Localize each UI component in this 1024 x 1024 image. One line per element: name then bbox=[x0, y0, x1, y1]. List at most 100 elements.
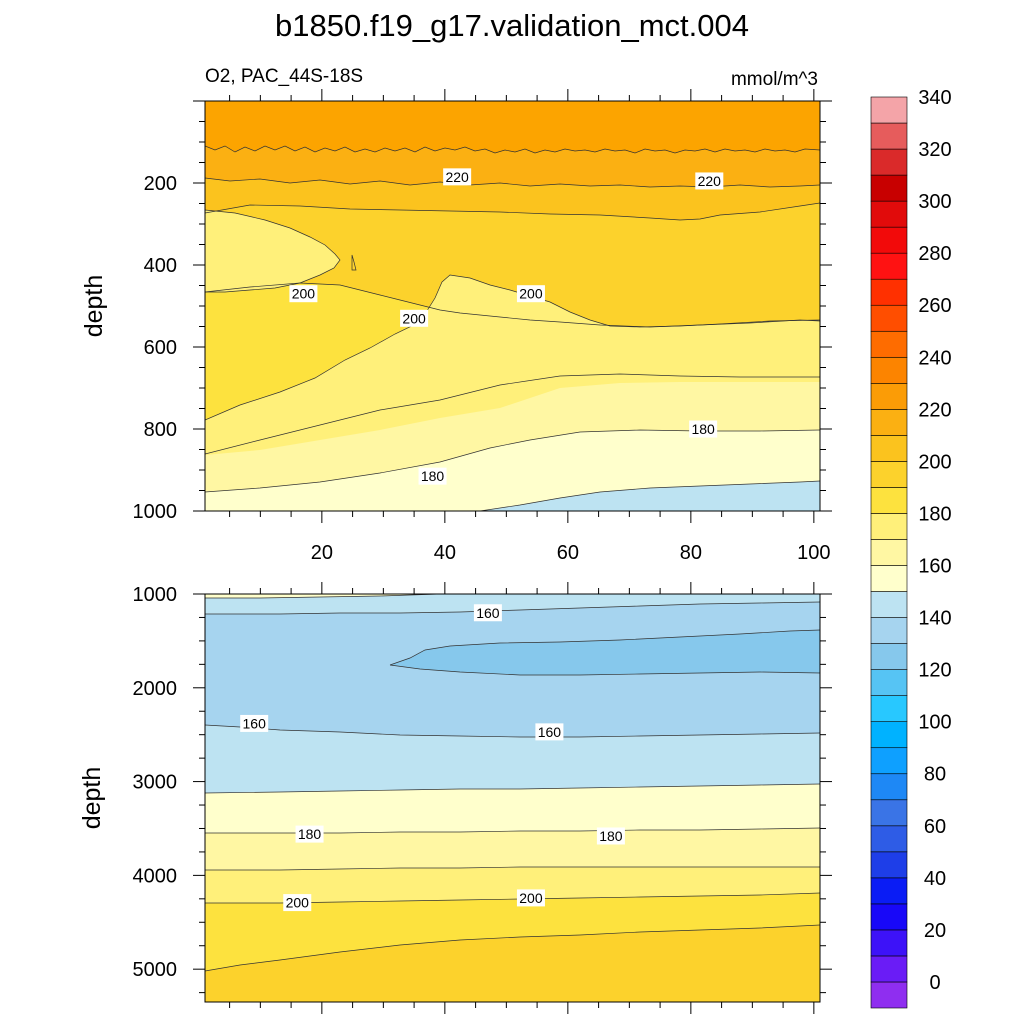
colorbar-swatch bbox=[870, 539, 908, 566]
bottom-y-tick-label: 2000 bbox=[133, 678, 178, 700]
top-band-160 bbox=[480, 481, 820, 511]
top-pocket-190 bbox=[205, 210, 340, 292]
top-x-tick-label: 60 bbox=[557, 542, 579, 564]
contour-label-box bbox=[283, 894, 312, 912]
contour-label-box bbox=[295, 825, 324, 843]
colorbar-swatch bbox=[870, 200, 908, 228]
contour-label: 180 bbox=[599, 828, 623, 844]
top-panel-fills bbox=[205, 101, 820, 511]
colorbar-label: 60 bbox=[924, 816, 946, 838]
contour-label: 200 bbox=[286, 895, 310, 911]
colorbar-swatch bbox=[870, 513, 908, 540]
colorbar-label: 200 bbox=[918, 451, 951, 473]
colorbar: 0 20 40 60 80 100 120 140 160 180 200 220 240 260 280 3… bbox=[870, 87, 952, 1009]
colorbar-swatch bbox=[870, 981, 908, 1009]
top-y-tick-label: 400 bbox=[144, 255, 177, 277]
contour-label: 200 bbox=[519, 286, 543, 302]
top-y-tick-label: 600 bbox=[144, 337, 177, 359]
colorbar-label: 180 bbox=[918, 503, 951, 525]
colorbar-label: 260 bbox=[918, 295, 951, 317]
colorbar-swatch bbox=[870, 304, 908, 332]
colorbar-swatch bbox=[870, 617, 908, 644]
colorbar-swatch bbox=[870, 96, 908, 124]
colorbar-swatch bbox=[870, 565, 908, 592]
colorbar-swatch bbox=[870, 903, 908, 931]
contour-label: 180 bbox=[421, 468, 445, 484]
colorbar-label: 40 bbox=[924, 868, 946, 890]
colorbar-label: 20 bbox=[924, 920, 946, 942]
colorbar-swatch bbox=[870, 461, 908, 488]
contour-label: 160 bbox=[476, 605, 500, 621]
colorbar-swatch bbox=[870, 643, 908, 670]
bottom-y-tick-labels: 1000 2000 3000 4000 5000 bbox=[133, 584, 178, 981]
contour-label-box bbox=[289, 285, 318, 303]
top-panel: 220 220 200 200 200 180 180 200 400 600 800 1000 2… bbox=[80, 89, 832, 564]
contour-label-box bbox=[516, 889, 545, 907]
colorbar-swatch bbox=[870, 435, 908, 462]
bottom-panel: 160 160 160 180 180 200 200 1000 2000 3000 4000 50… bbox=[78, 582, 832, 1014]
top-x-tick-label: 80 bbox=[680, 542, 702, 564]
top-small-tongue bbox=[205, 352, 210, 368]
contour-label: 200 bbox=[292, 286, 316, 302]
top-x-tick-label: 20 bbox=[311, 542, 333, 564]
contour-label-box bbox=[516, 285, 545, 303]
colorbar-label: 240 bbox=[918, 347, 951, 369]
colorbar-swatch bbox=[870, 877, 908, 905]
contour-label: 200 bbox=[519, 890, 543, 906]
bottom-contour-labels: 160 160 160 180 180 200 200 bbox=[240, 604, 625, 912]
colorbar-label: 320 bbox=[918, 139, 951, 161]
colorbar-label: 80 bbox=[924, 764, 946, 786]
bottom-plot-frame bbox=[204, 593, 821, 1003]
colorbar-swatch bbox=[870, 825, 908, 853]
bot-core-150 bbox=[390, 630, 820, 675]
contour-label-box bbox=[443, 168, 472, 186]
colorbar-swatch bbox=[870, 721, 908, 749]
bottom-y-axis-label: depth bbox=[78, 767, 106, 830]
bot-band-top-180 bbox=[205, 594, 440, 598]
colorbar-swatch bbox=[870, 773, 908, 801]
colorbar-swatch bbox=[870, 669, 908, 696]
colorbar-swatch bbox=[870, 747, 908, 775]
top-x-tick-label: 100 bbox=[797, 542, 830, 564]
colorbar-swatch bbox=[870, 799, 908, 827]
colorbar-label: 280 bbox=[918, 243, 951, 265]
top-x-tick-label: 40 bbox=[434, 542, 456, 564]
top-y-tick-label: 1000 bbox=[133, 501, 178, 523]
figure-title: b1850.f19_g17.validation_mct.004 bbox=[275, 8, 749, 43]
colorbar-swatch bbox=[870, 252, 908, 280]
colorbar-swatch bbox=[870, 955, 908, 983]
contour-label: 160 bbox=[243, 715, 267, 731]
contour-label: 180 bbox=[298, 826, 322, 842]
contour-label-box bbox=[535, 723, 564, 741]
colorbar-label: 340 bbox=[918, 87, 951, 109]
contour-label: 200 bbox=[402, 310, 426, 326]
colorbar-label: 160 bbox=[918, 556, 951, 578]
colorbar-swatch bbox=[870, 383, 908, 410]
bottom-y-tick-label: 1000 bbox=[133, 584, 178, 606]
contour-label-box bbox=[418, 467, 447, 485]
bot-band-top-160 bbox=[205, 594, 820, 614]
colorbar-swatch bbox=[870, 122, 908, 150]
contour-label-box bbox=[473, 604, 502, 622]
top-ticks bbox=[193, 89, 832, 523]
colorbar-label: 100 bbox=[918, 712, 951, 734]
colorbar-swatch bbox=[870, 409, 908, 436]
colorbar-label: 0 bbox=[929, 972, 940, 994]
contour-label: 180 bbox=[691, 421, 715, 437]
bottom-y-tick-label: 5000 bbox=[133, 959, 178, 981]
colorbar-swatch bbox=[870, 278, 908, 306]
colorbar-swatch bbox=[870, 851, 908, 879]
contour-label-box bbox=[400, 309, 429, 327]
colorbar-swatch bbox=[870, 226, 908, 254]
top-contour-labels: 220 220 200 200 200 180 180 bbox=[289, 168, 724, 485]
top-y-tick-label: 200 bbox=[144, 173, 177, 195]
colorbar-swatch bbox=[870, 356, 908, 384]
bottom-y-tick-label: 4000 bbox=[133, 865, 178, 887]
colorbar-label: 300 bbox=[918, 191, 951, 213]
contour-label: 220 bbox=[445, 169, 469, 185]
colorbar-swatch bbox=[870, 148, 908, 176]
bottom-ticks bbox=[193, 582, 832, 1014]
colorbar-label: 220 bbox=[918, 399, 951, 421]
colorbar-swatch bbox=[870, 330, 908, 358]
